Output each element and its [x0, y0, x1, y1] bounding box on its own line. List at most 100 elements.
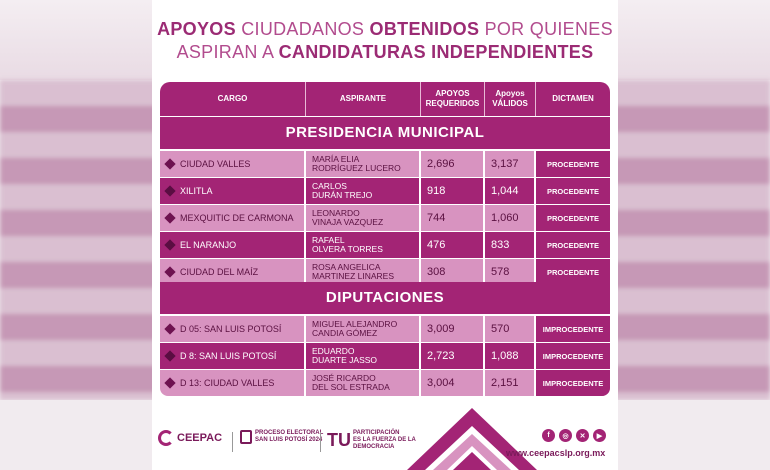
cell-requeridos: 918 — [421, 178, 485, 204]
cell-dictamen: PROCEDENTE — [536, 178, 610, 204]
cell-cargo: D 05: SAN LUIS POTOSÍ — [160, 316, 306, 342]
social-links: f ◎ ✕ ▶ — [542, 429, 606, 442]
aspirante-first: JOSÉ RICARDO — [312, 373, 376, 383]
table-row: CIUDAD VALLES MARÍA ELIA RODRÍGUEZ LUCERO 2… — [160, 151, 610, 177]
title-word: APOYOS — [157, 19, 236, 39]
cargo-text: D 8: SAN LUIS POTOSÍ — [180, 351, 277, 361]
cell-cargo: D 13: CIUDAD VALLES — [160, 370, 306, 396]
ceepac-logo: CEEPAC — [158, 430, 222, 446]
facebook-icon[interactable]: f — [542, 429, 555, 442]
cell-requeridos: 308 — [421, 259, 485, 285]
cell-dictamen: PROCEDENTE — [536, 259, 610, 285]
cell-aspirante: JOSÉ RICARDO DEL SOL ESTRADA — [306, 370, 421, 396]
cargo-text: EL NARANJO — [180, 240, 237, 250]
table-row: D 05: SAN LUIS POTOSÍ MIGUEL ALEJANDRO CAN… — [160, 316, 610, 342]
diamond-bullet-icon — [164, 350, 176, 362]
diamond-bullet-icon — [164, 266, 176, 278]
cell-dictamen: PROCEDENTE — [536, 151, 610, 177]
diamond-bullet-icon — [164, 239, 176, 251]
cell-validos: 570 — [485, 316, 536, 342]
cell-validos: 833 — [485, 232, 536, 258]
title-word: ASPIRAN A — [176, 42, 274, 62]
infographic-card: APOYOS CIUDADANOS OBTENIDOS POR QUIENES … — [152, 0, 618, 470]
tu-participacion-text: PARTICIPACIÓN ES LA FUERZA DE LA DEMOCRA… — [353, 430, 416, 451]
cell-cargo: D 8: SAN LUIS POTOSÍ — [160, 343, 306, 369]
aspirante-last: RODRÍGUEZ LUCERO — [312, 163, 401, 173]
aspirante-last: DURÁN TREJO — [312, 190, 373, 200]
diamond-bullet-icon — [164, 212, 176, 224]
aspirante-first: MARÍA ELIA — [312, 154, 360, 164]
cell-dictamen: IMPROCEDENTE — [536, 343, 610, 369]
cell-validos: 3,137 — [485, 151, 536, 177]
cell-aspirante: LEONARDO VINAJA VAZQUEZ — [306, 205, 421, 231]
cell-dictamen: PROCEDENTE — [536, 205, 610, 231]
cell-requeridos: 2,696 — [421, 151, 485, 177]
cell-aspirante: EDUARDO DUARTE JASSO — [306, 343, 421, 369]
table-row: MEXQUITIC DE CARMONA LEONARDO VINAJA VAZQU… — [160, 205, 610, 231]
cell-dictamen: IMPROCEDENTE — [536, 316, 610, 342]
cargo-text: CIUDAD DEL MAÍZ — [180, 267, 259, 277]
aspirante-last: DUARTE JASSO — [312, 355, 378, 365]
cell-validos: 1,060 — [485, 205, 536, 231]
cell-requeridos: 476 — [421, 232, 485, 258]
cell-cargo: CIUDAD VALLES — [160, 151, 306, 177]
cell-cargo: XILITLA — [160, 178, 306, 204]
header-requeridos: APOYOS REQUERIDOS — [421, 82, 485, 116]
tu-text: TU — [327, 430, 351, 450]
aspirante-first: EDUARDO — [312, 346, 355, 356]
header-cargo: CARGO — [160, 82, 306, 116]
proceso-line: PROCESO ELECTORAL — [255, 430, 324, 436]
proceso-electoral-text: PROCESO ELECTORAL SAN LUIS POTOSÍ 2024 — [255, 430, 323, 444]
table-row: XILITLA CARLOS DURÁN TREJO 918 1,044 PROCEDEN… — [160, 178, 610, 204]
cell-requeridos: 3,009 — [421, 316, 485, 342]
header-dictamen: DICTAMEN — [552, 94, 594, 103]
instagram-icon[interactable]: ◎ — [559, 429, 572, 442]
cell-validos: 2,151 — [485, 370, 536, 396]
table-header: CARGO ASPIRANTE APOYOS REQUERIDOS Apoyos… — [160, 82, 610, 116]
footer: CEEPAC PROCESO ELECTORAL SAN LUIS POTOSÍ… — [152, 408, 618, 470]
title-word: CIUDADANOS — [241, 19, 365, 39]
cell-aspirante: RAFAEL OLVERA TORRES — [306, 232, 421, 258]
table-row: CIUDAD DEL MAÍZ ROSA ANGELICA MARTINEZ LIN… — [160, 259, 610, 285]
cell-validos: 1,088 — [485, 343, 536, 369]
diamond-bullet-icon — [164, 377, 176, 389]
diamond-bullet-icon — [164, 158, 176, 170]
header-validos: Apoyos VÁLIDOS — [485, 82, 536, 116]
cell-cargo: CIUDAD DEL MAÍZ — [160, 259, 306, 285]
cell-cargo: MEXQUITIC DE CARMONA — [160, 205, 306, 231]
aspirante-last: VINAJA VAZQUEZ — [312, 217, 384, 227]
table-row: D 13: CIUDAD VALLES JOSÉ RICARDO DEL SOL E… — [160, 370, 610, 396]
aspirante-first: RAFAEL — [312, 235, 345, 245]
diamond-bullet-icon — [164, 323, 176, 335]
cell-validos: 1,044 — [485, 178, 536, 204]
proceso-line: SAN LUIS POTOSÍ 2024 — [255, 437, 323, 443]
aspirante-last: MARTINEZ LINARES — [312, 271, 395, 281]
diamond-bullet-icon — [164, 185, 176, 197]
aspirante-first: CARLOS — [312, 181, 347, 191]
youtube-icon[interactable]: ▶ — [593, 429, 606, 442]
table-row: EL NARANJO RAFAEL OLVERA TORRES 476 833 PROCE… — [160, 232, 610, 258]
cargo-text: XILITLA — [180, 186, 213, 196]
cell-dictamen: IMPROCEDENTE — [536, 370, 610, 396]
section-diputaciones: DIPUTACIONES — [160, 282, 610, 314]
divider — [320, 432, 321, 452]
ceepac-logo-text: CEEPAC — [177, 432, 223, 444]
table-row: D 8: SAN LUIS POTOSÍ EDUARDO DUARTE JASSO 2… — [160, 343, 610, 369]
aspirante-first: LEONARDO — [312, 208, 360, 218]
tu-line: ES LA FUERZA DE LA — [353, 437, 416, 443]
proceso-electoral-logo: PROCESO ELECTORAL SAN LUIS POTOSÍ 2024 — [240, 430, 323, 444]
aspirante-last: DEL SOL ESTRADA — [312, 382, 390, 392]
infographic-title: APOYOS CIUDADANOS OBTENIDOS POR QUIENES … — [152, 18, 618, 64]
website-link[interactable]: www.ceepacslp.org.mx — [506, 448, 606, 458]
ceepac-logo-icon — [158, 430, 174, 446]
cell-dictamen: PROCEDENTE — [536, 232, 610, 258]
header-aspirante: ASPIRANTE — [306, 82, 421, 116]
divider — [232, 432, 233, 452]
cell-aspirante: CARLOS DURÁN TREJO — [306, 178, 421, 204]
x-icon[interactable]: ✕ — [576, 429, 589, 442]
aspirante-last: OLVERA TORRES — [312, 244, 383, 254]
cargo-text: D 05: SAN LUIS POTOSÍ — [180, 324, 282, 334]
ballot-box-icon — [240, 430, 252, 444]
cell-requeridos: 744 — [421, 205, 485, 231]
cell-requeridos: 3,004 — [421, 370, 485, 396]
